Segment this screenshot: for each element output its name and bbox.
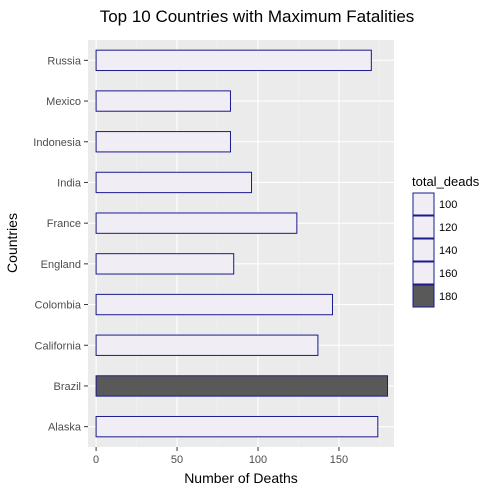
legend-key	[412, 261, 435, 285]
y-axis: Alaska Brazil California Colombia England Fra…	[33, 55, 88, 434]
legend-key	[412, 192, 435, 216]
bar-russia	[95, 49, 372, 72]
x-axis-title: Number of Deaths	[184, 470, 298, 486]
x-tick-label: 50	[171, 454, 183, 466]
y-tick-label: Colombia	[35, 300, 82, 312]
bar-mexico	[95, 90, 231, 112]
bar-brazil	[95, 375, 389, 397]
legend-label: 100	[439, 199, 457, 211]
x-tick-label: 150	[330, 454, 348, 466]
x-tick-label: 100	[249, 454, 267, 466]
legend-key	[412, 238, 435, 262]
bar-india	[95, 171, 253, 194]
legend-label: 120	[439, 222, 457, 234]
bar-california	[95, 334, 319, 356]
legend-key	[412, 284, 435, 308]
bar-alaska	[95, 415, 379, 438]
y-axis-title: Countries	[4, 213, 20, 273]
legend-label: 160	[439, 268, 457, 280]
y-tick-label: Indonesia	[33, 137, 82, 149]
legend-label: 140	[439, 245, 457, 257]
legend-key	[412, 215, 435, 239]
bar-colombia	[95, 293, 333, 316]
legend-title: total_deads	[412, 174, 480, 189]
bar-france	[95, 212, 298, 234]
x-axis: 0 50 100 150	[93, 447, 348, 466]
y-tick-label: France	[47, 218, 81, 230]
y-tick-label: Alaska	[48, 422, 82, 434]
x-tick-label: 0	[93, 454, 99, 466]
bar-england	[95, 253, 235, 275]
y-tick-label: Russia	[47, 55, 82, 67]
y-tick-label: Brazil	[53, 381, 81, 393]
legend-label: 180	[439, 291, 457, 303]
legend: total_deads 100 120 140 160 180	[412, 174, 480, 308]
chart-title: Top 10 Countries with Maximum Fatalities	[100, 7, 415, 26]
bars	[95, 49, 389, 438]
y-tick-label: England	[41, 259, 81, 271]
bar-indonesia	[95, 131, 231, 153]
y-tick-label: California	[35, 340, 82, 352]
y-tick-label: India	[57, 177, 82, 189]
y-tick-label: Mexico	[46, 96, 81, 108]
